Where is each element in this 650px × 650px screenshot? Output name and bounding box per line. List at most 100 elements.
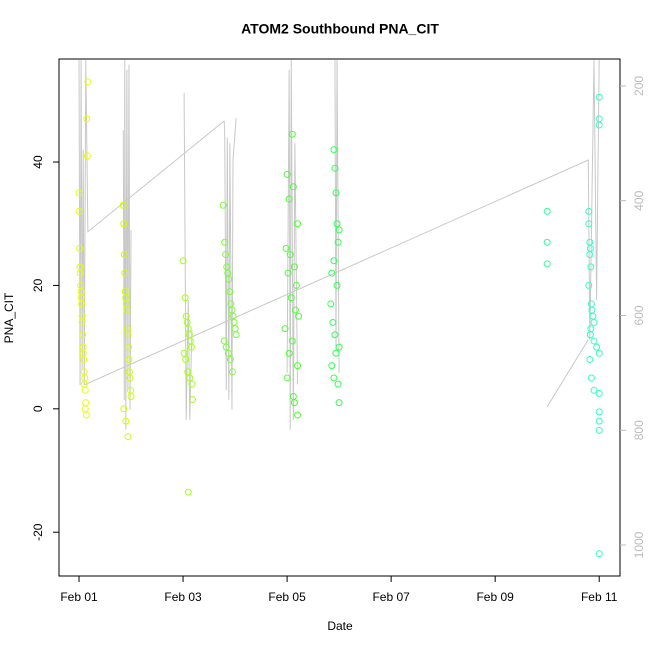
data-point: [76, 244, 84, 252]
data-point: [81, 386, 89, 394]
data-point: [292, 281, 300, 289]
data-point: [334, 238, 342, 246]
data-point: [590, 337, 598, 345]
data-point: [282, 244, 290, 252]
data-point: [84, 78, 92, 86]
data-point: [331, 164, 339, 172]
data-point: [595, 550, 603, 558]
data-point: [76, 269, 84, 277]
data-point: [333, 281, 341, 289]
data-point: [332, 349, 340, 357]
data-point: [585, 207, 593, 215]
data-point: [330, 146, 338, 154]
y2-tick-label: 800: [632, 420, 646, 440]
data-point: [119, 201, 127, 209]
data-point: [543, 238, 551, 246]
data-point: [184, 368, 192, 376]
data-point: [78, 318, 86, 326]
data-point: [83, 152, 91, 160]
data-point: [590, 386, 598, 394]
data-point: [232, 331, 240, 339]
data-point: [595, 349, 603, 357]
data-point: [330, 257, 338, 265]
data-point: [589, 312, 597, 320]
data-point: [285, 349, 293, 357]
data-point: [595, 115, 603, 123]
data-point: [179, 257, 187, 265]
data-point: [587, 325, 595, 333]
data-point: [186, 337, 194, 345]
data-point: [221, 238, 229, 246]
data-point: [124, 331, 132, 339]
data-point: [590, 318, 598, 326]
y2-tick-label: 1000: [632, 531, 646, 558]
data-point: [288, 337, 296, 345]
data-point: [120, 251, 128, 259]
data-point: [283, 170, 291, 178]
x-tick-label: Feb 01: [60, 590, 98, 604]
data-point: [225, 275, 233, 283]
data-point: [335, 399, 343, 407]
data-point: [222, 251, 230, 259]
data-point: [122, 417, 130, 425]
data-point: [220, 337, 228, 345]
data-point: [543, 260, 551, 268]
y2-tick-label: 200: [632, 76, 646, 96]
data-point: [595, 93, 603, 101]
data-point: [327, 300, 335, 308]
data-point: [82, 411, 90, 419]
data-point: [124, 343, 132, 351]
data-point: [224, 349, 232, 357]
data-point: [587, 263, 595, 271]
data-point: [334, 380, 342, 388]
x-tick-label: Feb 07: [372, 590, 410, 604]
data-point: [328, 269, 336, 277]
x-tick-label: Feb 09: [476, 590, 514, 604]
data-point: [124, 433, 132, 441]
data-point: [290, 263, 298, 271]
data-point: [585, 281, 593, 289]
data-point: [82, 399, 90, 407]
data-point: [231, 325, 239, 333]
y2-tick-label: 400: [632, 190, 646, 210]
data-point: [181, 294, 189, 302]
data-point: [586, 238, 594, 246]
data-point: [291, 306, 299, 314]
data-point: [335, 343, 343, 351]
data-point: [595, 408, 603, 416]
data-point: [333, 220, 341, 228]
data-point: [127, 392, 135, 400]
data-point: [293, 411, 301, 419]
x-tick-label: Feb 03: [164, 590, 202, 604]
data-point: [228, 368, 236, 376]
data-point: [586, 251, 594, 259]
data-point: [79, 349, 87, 357]
data-point: [586, 244, 594, 252]
data-point: [335, 226, 343, 234]
data-point: [123, 306, 131, 314]
data-point: [226, 355, 234, 363]
data-point: [595, 426, 603, 434]
data-point: [290, 399, 298, 407]
data-point: [226, 288, 234, 296]
y-tick-label: -20: [31, 523, 45, 541]
data-point: [121, 269, 129, 277]
data-point: [75, 189, 83, 197]
data-point: [328, 362, 336, 370]
data-point: [586, 331, 594, 339]
data-point: [595, 121, 603, 129]
data-point: [586, 355, 594, 363]
data-point: [287, 294, 295, 302]
data-point: [75, 207, 83, 215]
data-point: [187, 343, 195, 351]
data-point: [585, 220, 593, 228]
data-point: [543, 207, 551, 215]
data-point: [289, 183, 297, 191]
data-point: [284, 269, 292, 277]
data-point: [595, 417, 603, 425]
data-point: [331, 331, 339, 339]
x-tick-label: Feb 05: [268, 590, 306, 604]
data-point: [188, 396, 196, 404]
data-point: [286, 251, 294, 259]
